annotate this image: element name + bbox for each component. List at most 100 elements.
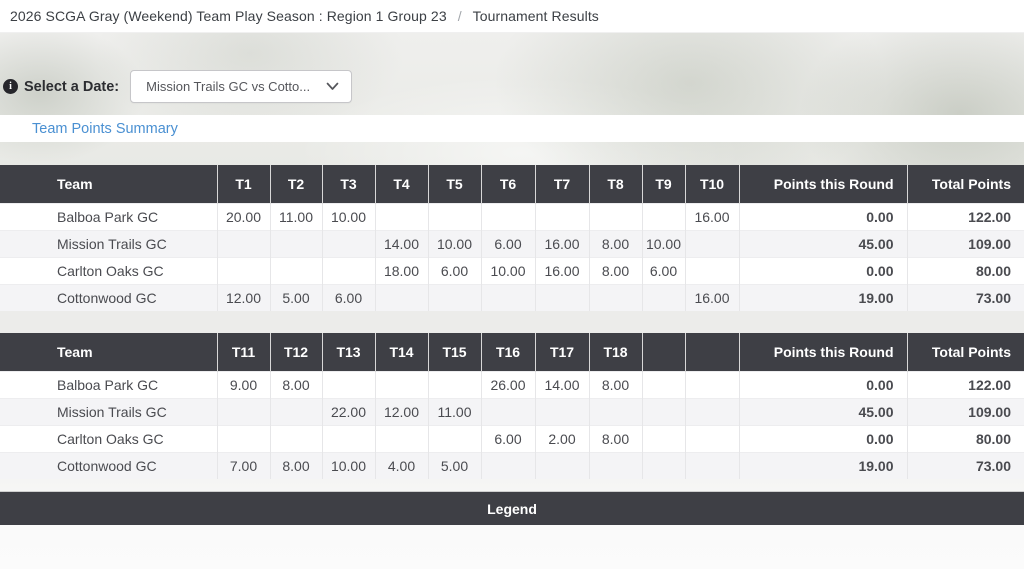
info-icon: i — [3, 79, 18, 94]
col-header-t6: T6 — [481, 165, 536, 203]
team-row: Carlton Oaks GC 6.00 2.00 8.00 0.00 80.00 — [0, 424, 1024, 452]
points-this-round-cell: 0.00 — [739, 370, 908, 398]
score-cell — [535, 283, 590, 311]
score-cell — [428, 370, 482, 398]
score-cell: 2.00 — [535, 424, 590, 452]
score-cell — [685, 370, 740, 398]
score-cell — [322, 256, 376, 284]
team-name-cell: Cottonwood GC — [0, 451, 218, 479]
total-points-cell: 109.00 — [907, 397, 1024, 425]
team-row: Cottonwood GC 12.00 5.00 6.00 16.00 19.00 73.0… — [0, 283, 1024, 311]
team-points-summary-link[interactable]: Team Points Summary — [32, 120, 178, 137]
score-cell: 6.00 — [481, 229, 536, 257]
score-cell: 26.00 — [481, 370, 536, 398]
score-cell: 8.00 — [270, 370, 323, 398]
col-header-t4: T4 — [375, 165, 429, 203]
score-cell — [322, 229, 376, 257]
score-cell — [589, 202, 643, 230]
total-points-cell: 80.00 — [907, 424, 1024, 452]
score-cell: 10.00 — [642, 229, 686, 257]
points-this-round-cell: 0.00 — [739, 256, 908, 284]
score-cell: 8.00 — [270, 451, 323, 479]
breadcrumb-separator: / — [457, 8, 462, 24]
score-cell: 4.00 — [375, 451, 429, 479]
total-points-cell: 80.00 — [907, 256, 1024, 284]
score-cell — [270, 424, 323, 452]
points-this-round-cell: 0.00 — [739, 424, 908, 452]
col-header-empty — [685, 333, 740, 371]
col-header-t11: T11 — [217, 333, 271, 371]
col-header-t5: T5 — [428, 165, 482, 203]
breadcrumb-season-link[interactable]: 2026 SCGA Gray (Weekend) Team Play Seaso… — [10, 8, 447, 24]
score-cell: 16.00 — [535, 256, 590, 284]
score-cell: 10.00 — [322, 451, 376, 479]
score-cell: 8.00 — [589, 256, 643, 284]
score-cell: 8.00 — [589, 370, 643, 398]
score-cell: 10.00 — [322, 202, 376, 230]
score-cell — [270, 397, 323, 425]
breadcrumb: 2026 SCGA Gray (Weekend) Team Play Seaso… — [0, 0, 1024, 33]
score-cell: 12.00 — [375, 397, 429, 425]
chevron-down-icon — [326, 82, 339, 91]
score-cell — [217, 256, 271, 284]
score-cell — [217, 229, 271, 257]
team-row: Mission Trails GC 14.00 10.00 6.00 16.00 8.00… — [0, 229, 1024, 257]
team-name-cell: Carlton Oaks GC — [0, 424, 218, 452]
score-cell — [322, 424, 376, 452]
score-cell — [685, 397, 740, 425]
total-points-cell: 73.00 — [907, 451, 1024, 479]
score-cell — [270, 229, 323, 257]
team-row: Mission Trails GC 22.00 12.00 11.00 45.00 109… — [0, 397, 1024, 425]
score-cell: 6.00 — [481, 424, 536, 452]
score-cell: 14.00 — [375, 229, 429, 257]
col-header-total-points: Total Points — [907, 165, 1024, 203]
score-cell: 7.00 — [217, 451, 271, 479]
col-header-t15: T15 — [428, 333, 482, 371]
content-area: i Select a Date: Mission Trails GC vs Co… — [0, 33, 1024, 569]
points-this-round-cell: 45.00 — [739, 397, 908, 425]
score-cell — [481, 202, 536, 230]
col-header-t17: T17 — [535, 333, 590, 371]
score-cell — [589, 397, 643, 425]
header-row: Team T11 T12 T13 T14 T15 T16 T17 T18 Points this … — [0, 333, 1024, 371]
team-row: Carlton Oaks GC 18.00 6.00 10.00 16.00 8.00 6.… — [0, 256, 1024, 284]
score-cell — [685, 451, 740, 479]
team-name-cell: Cottonwood GC — [0, 283, 218, 311]
score-cell — [428, 283, 482, 311]
col-header-points-this-round: Points this Round — [739, 165, 908, 203]
points-this-round-cell: 0.00 — [739, 202, 908, 230]
col-header-points-this-round: Points this Round — [739, 333, 908, 371]
total-points-cell: 109.00 — [907, 229, 1024, 257]
col-header-t18: T18 — [589, 333, 643, 371]
score-cell — [217, 424, 271, 452]
score-cell: 5.00 — [270, 283, 323, 311]
score-cell: 20.00 — [217, 202, 271, 230]
score-cell — [535, 202, 590, 230]
score-cell — [589, 451, 643, 479]
score-cell — [481, 451, 536, 479]
legend-title: Legend — [487, 500, 537, 517]
score-cell — [642, 202, 686, 230]
col-header-t16: T16 — [481, 333, 536, 371]
score-cell: 22.00 — [322, 397, 376, 425]
score-cell — [428, 424, 482, 452]
team-row: Cottonwood GC 7.00 8.00 10.00 4.00 5.00 19.00 7… — [0, 451, 1024, 479]
score-cell — [685, 229, 740, 257]
col-header-t3: T3 — [322, 165, 376, 203]
score-cell: 14.00 — [535, 370, 590, 398]
score-cell: 5.00 — [428, 451, 482, 479]
team-row: Balboa Park GC 9.00 8.00 26.00 14.00 8.00 0.00… — [0, 370, 1024, 398]
col-header-total-points: Total Points — [907, 333, 1024, 371]
col-header-t1: T1 — [217, 165, 271, 203]
date-select[interactable]: Mission Trails GC vs Cotto... — [130, 70, 353, 103]
score-cell — [375, 283, 429, 311]
col-header-t7: T7 — [535, 165, 590, 203]
score-cell — [642, 283, 686, 311]
score-cell — [428, 202, 482, 230]
header-row: Team T1 T2 T3 T4 T5 T6 T7 T8 T9 T10 Points this Rou… — [0, 165, 1024, 203]
score-cell — [481, 397, 536, 425]
score-cell — [685, 424, 740, 452]
breadcrumb-current-page: Tournament Results — [472, 8, 599, 24]
team-name-cell: Mission Trails GC — [0, 229, 218, 257]
